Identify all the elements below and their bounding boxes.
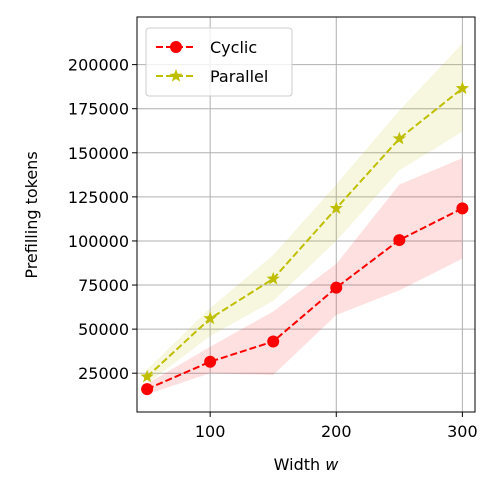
x-tick-label: 100 [195,422,226,441]
confidence-bands [147,43,463,395]
x-axis-label: Width w [274,455,340,474]
point-parallel [392,131,406,145]
legend-label-parallel: Parallel [210,67,268,86]
point-cyclic [204,355,217,368]
y-axis-label: Prefilling tokens [22,151,41,278]
x-tick-label: 300 [447,422,478,441]
series-markers [140,81,470,396]
y-tick-label: 200000 [68,56,129,75]
point-parallel [455,81,470,95]
legend-marker-cyclic [170,41,182,53]
y-tick-label: 50000 [78,320,129,339]
y-tick-label: 125000 [68,188,129,207]
series-lines [146,87,464,390]
point-cyclic [330,281,343,294]
point-parallel [266,271,280,285]
legend-marker-parallel [169,69,183,82]
band-parallel [147,43,463,384]
legend-box [145,27,293,97]
line-cyclic [146,207,463,390]
axis-ticks: 100 200 300 25000 50000 75000 100000 125000 1500… [68,56,478,441]
point-cyclic [456,202,469,215]
y-tick-label: 175000 [68,100,129,119]
point-cyclic [141,383,154,396]
point-parallel [329,201,343,214]
band-cyclic [147,158,463,395]
point-cyclic [393,234,406,247]
y-tick-label: 100000 [68,232,129,251]
legend: Cyclic Parallel [145,27,293,97]
line-parallel [146,87,464,378]
y-tick-label: 75000 [78,276,129,295]
x-tick-label: 200 [321,422,352,441]
point-parallel [203,311,217,325]
y-tick-label: 25000 [78,364,129,383]
point-parallel [140,369,154,383]
legend-label-cyclic: Cyclic [210,38,257,57]
y-tick-label: 150000 [68,144,129,163]
plot-frame [136,16,476,413]
point-cyclic [267,335,280,348]
